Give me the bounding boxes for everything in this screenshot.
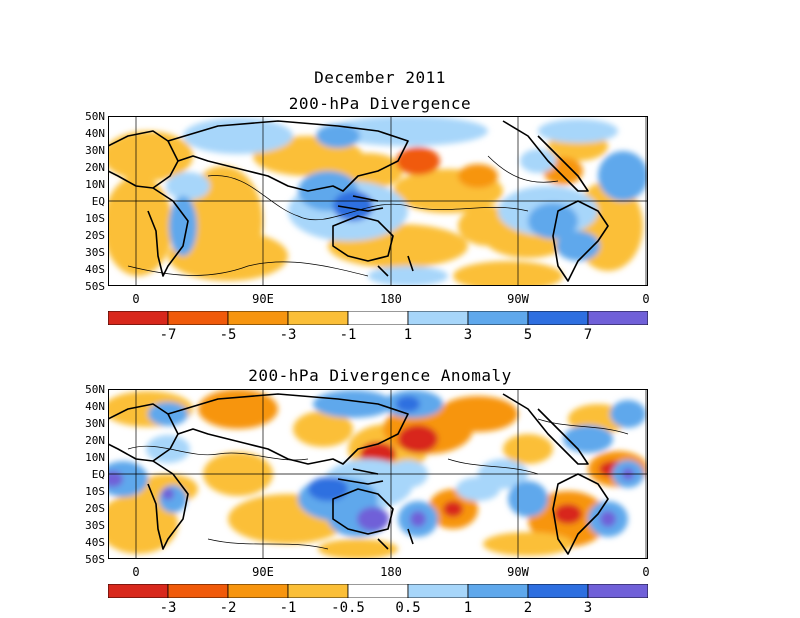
panel1-lat-30n: 30N bbox=[85, 144, 105, 157]
panel2-lat-30n: 30N bbox=[85, 417, 105, 430]
panel2-lon-90e: 90E bbox=[252, 565, 274, 579]
panel1-lat-40n: 40N bbox=[85, 127, 105, 140]
colorbar-swatch bbox=[287, 311, 349, 325]
colorbar-swatch bbox=[587, 311, 648, 325]
panel1-lat-10s: 10S bbox=[85, 212, 105, 225]
panel2-lat-50s: 50S bbox=[85, 553, 105, 566]
panel2-title: 200-hPa Divergence Anomaly bbox=[248, 366, 512, 385]
panel1-lat-20s: 20S bbox=[85, 229, 105, 242]
panel2-lon-0b: 0 bbox=[642, 565, 650, 579]
panel2-cb-label: -3 bbox=[159, 600, 177, 616]
panel2-map bbox=[108, 389, 648, 559]
panel1-cb-label: 7 bbox=[583, 327, 593, 343]
panel1-map bbox=[108, 116, 648, 286]
panel1-cb-label: -3 bbox=[279, 327, 297, 343]
panel1-cb-label: 1 bbox=[403, 327, 413, 343]
panel1-lat-50n: 50N bbox=[85, 110, 105, 123]
panel1-lat-20n: 20N bbox=[85, 161, 105, 174]
panel1-lat-50s: 50S bbox=[85, 280, 105, 293]
colorbar-swatch bbox=[527, 311, 589, 325]
panel2-lat-30s: 30S bbox=[85, 519, 105, 532]
colorbar-swatch bbox=[527, 584, 589, 598]
panel2-cb-label: -1 bbox=[279, 600, 297, 616]
panel1-lat-40s: 40S bbox=[85, 263, 105, 276]
panel1-cb-label: -7 bbox=[159, 327, 177, 343]
colorbar-swatch bbox=[467, 584, 529, 598]
colorbar-swatch bbox=[227, 584, 289, 598]
panel2-lon-90w: 90W bbox=[507, 565, 529, 579]
panel1-title: 200-hPa Divergence bbox=[288, 94, 472, 113]
panel1-cb-label: -1 bbox=[339, 327, 357, 343]
panel1-cb-label: 3 bbox=[463, 327, 473, 343]
panel1-lon-0: 0 bbox=[132, 292, 140, 306]
colorbar-swatch bbox=[347, 311, 409, 325]
panel2-lat-20n: 20N bbox=[85, 434, 105, 447]
colorbar-swatch bbox=[108, 311, 169, 325]
panel2-cb-label: 1 bbox=[463, 600, 473, 616]
panel2-cb-label: -2 bbox=[219, 600, 237, 616]
panel2-lat-40s: 40S bbox=[85, 536, 105, 549]
panel2-lat-10n: 10N bbox=[85, 451, 105, 464]
panel2-cb-label: 3 bbox=[583, 600, 593, 616]
colorbar-swatch bbox=[407, 584, 469, 598]
panel2-lat-20s: 20S bbox=[85, 502, 105, 515]
panel1-cb-label: -5 bbox=[219, 327, 237, 343]
panel2-lat-50n: 50N bbox=[85, 383, 105, 396]
panel2-cb-label: -0.5 bbox=[331, 600, 365, 616]
colorbar-swatch bbox=[167, 311, 229, 325]
colorbar-swatch bbox=[347, 584, 409, 598]
colorbar-swatch bbox=[167, 584, 229, 598]
colorbar-swatch bbox=[587, 584, 648, 598]
panel2-colorbar bbox=[108, 584, 648, 598]
panel2-cb-label: 0.5 bbox=[395, 600, 421, 616]
panel1-lat-eq: EQ bbox=[91, 195, 105, 208]
colorbar-swatch bbox=[287, 584, 349, 598]
panel2-lat-10s: 10S bbox=[85, 485, 105, 498]
colorbar-swatch bbox=[108, 584, 169, 598]
panel1-colorbar bbox=[108, 311, 648, 325]
panel2-lon-180: 180 bbox=[380, 565, 402, 579]
panel1-lon-180: 180 bbox=[380, 292, 402, 306]
panel2-lat-40n: 40N bbox=[85, 400, 105, 413]
colorbar-swatch bbox=[227, 311, 289, 325]
colorbar-swatch bbox=[407, 311, 469, 325]
panel1-lat-10n: 10N bbox=[85, 178, 105, 191]
panel1-lon-90w: 90W bbox=[507, 292, 529, 306]
main-title: December 2011 bbox=[314, 68, 446, 87]
panel1-lat-30s: 30S bbox=[85, 246, 105, 259]
panel2-lat-eq: EQ bbox=[91, 468, 105, 481]
panel1-lon-0b: 0 bbox=[642, 292, 650, 306]
panel1-cb-label: 5 bbox=[523, 327, 533, 343]
panel2-lon-0: 0 bbox=[132, 565, 140, 579]
colorbar-swatch bbox=[467, 311, 529, 325]
panel2-cb-label: 2 bbox=[523, 600, 533, 616]
panel1-lon-90e: 90E bbox=[252, 292, 274, 306]
